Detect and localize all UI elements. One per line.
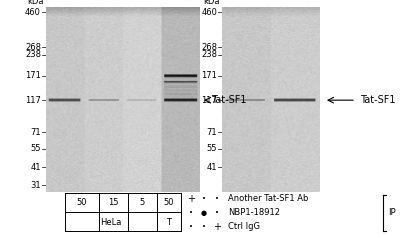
Text: IP: IP xyxy=(388,208,396,217)
Text: 41: 41 xyxy=(30,163,41,172)
Text: 41: 41 xyxy=(207,163,217,172)
Text: Tat-SF1: Tat-SF1 xyxy=(211,95,246,105)
Text: 55: 55 xyxy=(207,144,217,153)
Text: +: + xyxy=(213,222,221,232)
Text: Another Tat-SF1 Ab: Another Tat-SF1 Ab xyxy=(228,194,308,203)
Text: NBP1-18912: NBP1-18912 xyxy=(228,208,280,217)
Text: 50: 50 xyxy=(164,198,174,207)
Text: 268: 268 xyxy=(25,43,41,51)
Text: 117: 117 xyxy=(201,96,217,105)
Text: +: + xyxy=(187,194,195,204)
Text: kDa: kDa xyxy=(204,0,220,6)
Text: HeLa: HeLa xyxy=(100,218,122,227)
Text: 460: 460 xyxy=(25,8,41,17)
Text: •: • xyxy=(189,210,193,216)
Text: 31: 31 xyxy=(30,181,41,190)
Text: 50: 50 xyxy=(77,198,87,207)
Text: 5: 5 xyxy=(140,198,145,207)
Text: 55: 55 xyxy=(30,144,41,153)
Text: 460: 460 xyxy=(201,8,217,17)
Text: 71: 71 xyxy=(30,128,41,137)
Text: •: • xyxy=(202,196,206,202)
Text: kDa: kDa xyxy=(27,0,44,6)
Text: 117: 117 xyxy=(25,96,41,105)
Text: A. WB: A. WB xyxy=(4,0,37,2)
Text: Tat-SF1: Tat-SF1 xyxy=(360,95,396,105)
Text: ●: ● xyxy=(201,210,207,216)
Text: •: • xyxy=(189,224,193,230)
Text: 15: 15 xyxy=(108,198,119,207)
Text: Ctrl IgG: Ctrl IgG xyxy=(228,223,260,231)
Text: B. IP/WB: B. IP/WB xyxy=(182,0,229,2)
Text: 171: 171 xyxy=(25,71,41,80)
Text: 238: 238 xyxy=(25,50,41,59)
Text: •: • xyxy=(215,210,219,216)
Text: 268: 268 xyxy=(201,43,217,51)
Text: •: • xyxy=(202,224,206,230)
Text: 238: 238 xyxy=(201,50,217,59)
Text: 171: 171 xyxy=(201,71,217,80)
Text: •: • xyxy=(215,196,219,202)
Text: 71: 71 xyxy=(206,128,217,137)
Text: T: T xyxy=(166,218,171,227)
